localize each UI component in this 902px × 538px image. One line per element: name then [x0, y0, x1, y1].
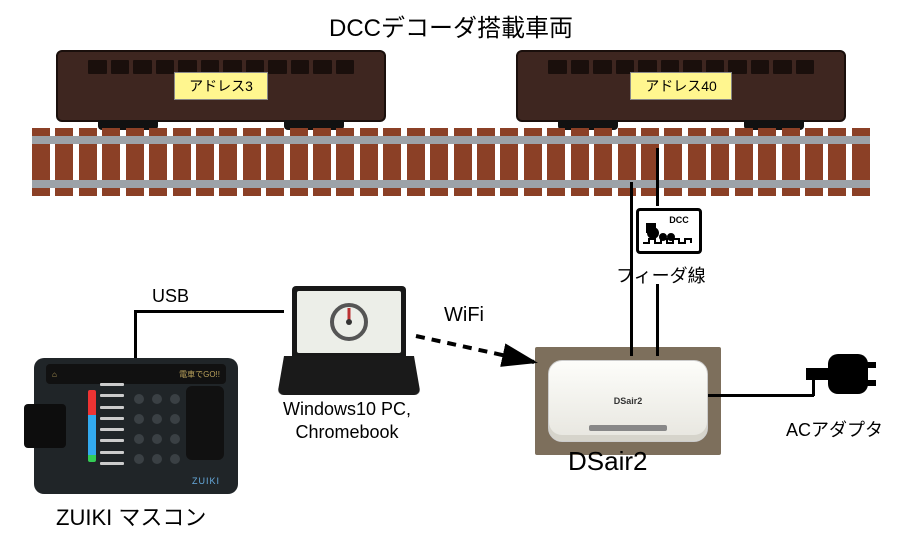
ac-plug-icon [806, 346, 876, 402]
svg-text:DCC: DCC [669, 215, 689, 225]
lever-icon [24, 404, 66, 448]
usb-wire-h [134, 310, 284, 313]
train-car-1: アドレス3 [56, 50, 386, 122]
rail-top [32, 136, 870, 144]
wifi-label: WiFi [444, 304, 484, 327]
zuiki-mascon-device: ⌂電車でGO!! ZUIKI [34, 358, 238, 494]
usb-label: USB [152, 286, 189, 307]
usb-wire-v [134, 310, 137, 362]
wifi-arrow-icon [412, 330, 552, 370]
address-label-1: アドレス3 [174, 72, 268, 100]
rail-bottom [32, 180, 870, 188]
dcc-logo-icon: DCC [636, 208, 702, 254]
zuiki-label: ZUIKI マスコン [56, 500, 206, 532]
laptop-base [277, 356, 420, 395]
ac-adapter-label: ACアダプタ [786, 416, 883, 442]
train-car-2: アドレス40 [516, 50, 846, 122]
dsair-badge: DSair2 [614, 396, 643, 406]
knob-icon [186, 386, 224, 460]
laptop-device [284, 286, 414, 396]
ac-wire-h [706, 394, 814, 397]
button-grid [134, 394, 182, 468]
dsair-slot [589, 425, 667, 431]
railroad-track [32, 128, 870, 196]
dsair-label: DSair2 [568, 446, 647, 477]
gauge-icon [88, 390, 96, 462]
feeder-wire-2a [656, 148, 659, 206]
dsair2-device: DSair2 [548, 360, 708, 442]
pc-label: Windows10 PC, Chromebook [262, 398, 432, 445]
feeder-wire-1 [630, 182, 633, 356]
address-label-2: アドレス40 [630, 72, 732, 100]
feeder-wire-2b [656, 284, 659, 356]
brand-text: ZUIKI [192, 476, 220, 486]
laptop-screen [292, 286, 406, 358]
diagram-title: DCCデコーダ搭載車両 [0, 8, 902, 43]
